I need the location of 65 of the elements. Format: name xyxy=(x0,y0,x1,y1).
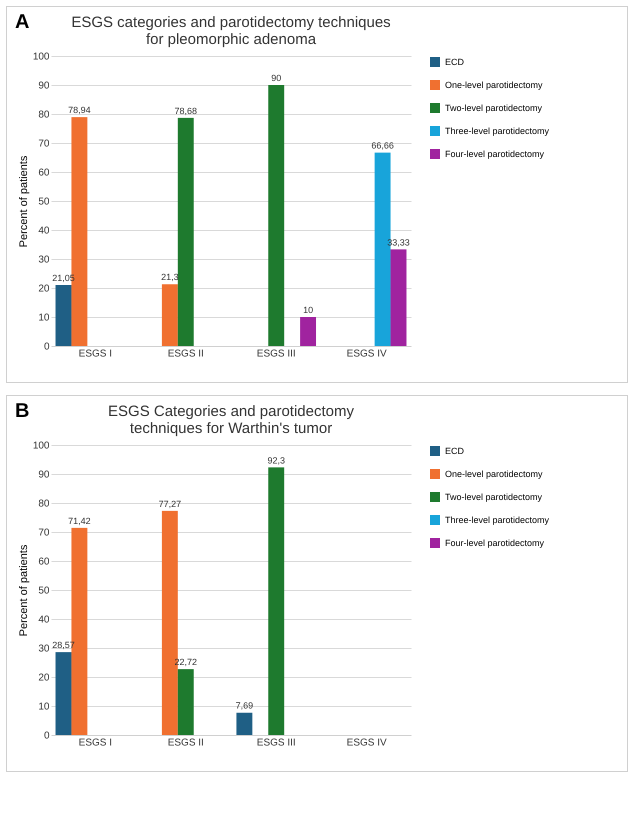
bar xyxy=(390,249,406,346)
y-tick-label: 0 xyxy=(44,342,50,352)
y-tick-label: 40 xyxy=(38,614,50,626)
data-label: 77,27 xyxy=(158,498,182,509)
legend-label: Three-level parotidectomy xyxy=(445,126,550,136)
data-label: 78,94 xyxy=(68,105,91,116)
y-tick-label: 10 xyxy=(38,312,50,324)
bar xyxy=(56,652,72,735)
bar xyxy=(236,712,252,735)
y-tick-label: 80 xyxy=(38,110,50,120)
chart-title: ESGS Categories and parotidectomy techniques for Warthin's tumor xyxy=(108,403,354,437)
legend-label: Four-level parotidectomy xyxy=(445,149,545,159)
data-label: 10 xyxy=(303,305,314,315)
bar xyxy=(268,467,284,735)
x-tick-label: ESGS III xyxy=(256,348,296,360)
data-label: 71,42 xyxy=(68,516,91,526)
legend-label: Two-level parotidectomy xyxy=(445,103,543,113)
y-tick-label: 0 xyxy=(44,730,50,742)
y-tick-label: 50 xyxy=(38,586,50,596)
bar xyxy=(178,118,194,346)
y-tick-label: 100 xyxy=(32,52,50,62)
text: B xyxy=(15,400,30,423)
legend-label: ECD xyxy=(445,57,464,67)
x-tick-label: ESGS III xyxy=(256,738,296,748)
data-label: 90 xyxy=(271,73,282,83)
legend-label: Three-level parotidectomy xyxy=(445,515,550,525)
y-tick-label: 90 xyxy=(38,80,50,92)
y-tick-label: 70 xyxy=(38,528,50,538)
y-tick-label: 50 xyxy=(38,196,50,208)
y-tick-label: 20 xyxy=(38,672,50,684)
x-tick-label: ESGS I xyxy=(78,348,112,360)
data-label: 92,3 xyxy=(267,455,285,466)
bar xyxy=(162,284,178,346)
data-label: 66,66 xyxy=(371,140,394,151)
x-tick-label: ESGS I xyxy=(78,738,112,748)
y-tick-label: 100 xyxy=(32,440,50,452)
y-tick-label: 30 xyxy=(38,644,50,654)
y-tick-label: 70 xyxy=(38,138,50,150)
x-tick-label: ESGS IV xyxy=(346,348,388,360)
y-axis-title: Percent of patients xyxy=(18,155,30,248)
text: A xyxy=(15,11,30,34)
y-tick-label: 60 xyxy=(38,168,50,178)
legend-label: ECD xyxy=(445,446,464,456)
y-tick-label: 10 xyxy=(38,702,50,712)
y-tick-label: 40 xyxy=(38,226,50,236)
x-tick-label: ESGS IV xyxy=(346,738,388,748)
y-tick-label: 20 xyxy=(38,284,50,294)
data-label: 78,68 xyxy=(174,106,198,116)
y-axis-title: Percent of patients xyxy=(18,544,30,636)
data-label: 7,69 xyxy=(236,700,254,711)
bar xyxy=(56,284,72,346)
legend-label: Four-level parotidectomy xyxy=(445,538,545,548)
y-tick-label: 90 xyxy=(38,470,50,480)
legend-label: One-level parotidectomy xyxy=(445,469,544,479)
bar xyxy=(178,669,194,735)
x-tick-label: ESGS II xyxy=(168,738,204,748)
bar xyxy=(268,85,284,346)
y-tick-label: 80 xyxy=(38,498,50,510)
chart-title: ESGS categories and parotidectomy techniques for pleomorphic adenoma xyxy=(71,14,391,48)
bar xyxy=(300,317,316,346)
legend-label: Two-level parotidectomy xyxy=(445,492,543,502)
y-tick-label: 60 xyxy=(38,556,50,568)
y-tick-label: 30 xyxy=(38,254,50,266)
x-tick-label: ESGS II xyxy=(168,348,204,360)
legend-label: One-level parotidectomy xyxy=(445,80,544,90)
